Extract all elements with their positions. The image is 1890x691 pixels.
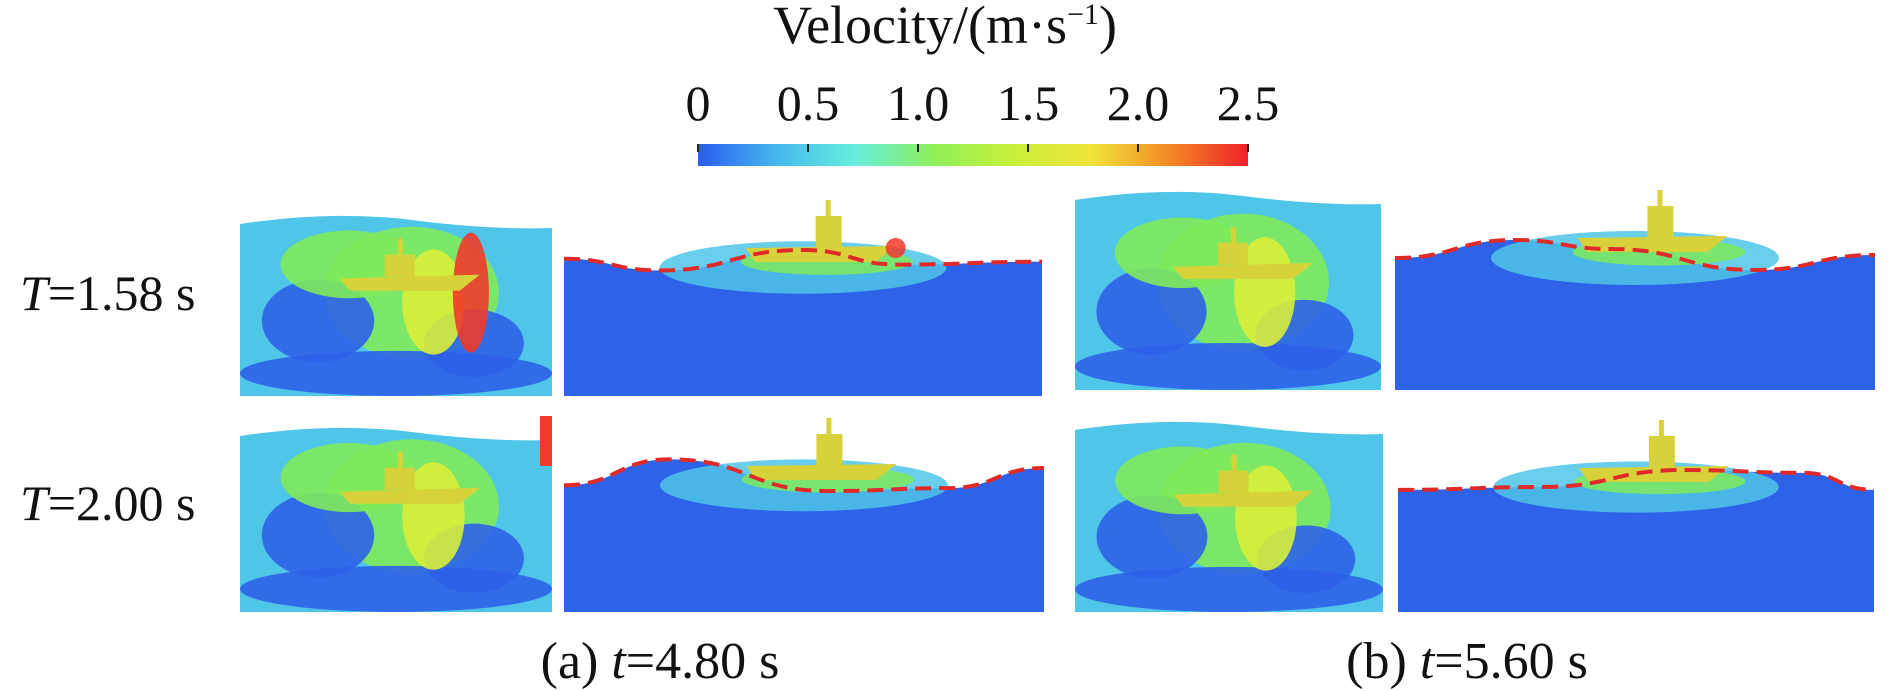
colorbar-tick-label: 0 <box>685 75 711 131</box>
ship-mast <box>826 418 832 434</box>
ship-hull <box>1172 262 1313 279</box>
colorbar <box>697 144 1249 166</box>
side-view-panel <box>564 200 1042 396</box>
top-view-panel <box>1075 191 1381 390</box>
ship-superstructure <box>1218 470 1249 493</box>
side-view-panel <box>564 418 1044 612</box>
high-velocity-region <box>540 416 552 466</box>
free-surface-line <box>564 247 1042 273</box>
caption-b: (b) t=5.60 s <box>1346 633 1588 690</box>
ship-superstructure <box>1647 206 1674 238</box>
high-velocity-region <box>885 238 906 258</box>
row-label-t158: T=1.58 s <box>20 265 196 321</box>
colorbar-tick-label: 1.0 <box>886 75 950 131</box>
colorbar-tick-label: 2.5 <box>1216 75 1280 131</box>
ship-mast <box>1657 190 1663 206</box>
ship-mast <box>1658 420 1664 436</box>
side-view-panel <box>1395 190 1875 390</box>
top-view-panel <box>240 215 552 396</box>
ship-hull <box>339 487 480 504</box>
ship-mast <box>397 451 403 468</box>
top-view-panel <box>1075 421 1383 612</box>
water-body <box>564 250 1042 396</box>
colorbar-gradient <box>698 144 1248 166</box>
velocity-region <box>1075 566 1383 612</box>
water-body <box>1398 470 1874 612</box>
ship-superstructure <box>384 254 415 277</box>
velocity-region <box>240 565 552 612</box>
ship-mast <box>1230 226 1236 243</box>
side-view-panel <box>1398 420 1874 612</box>
colorbar-title: Velocity/(m·s−1) <box>773 0 1117 55</box>
ship-superstructure <box>816 434 843 466</box>
velocity-region <box>1096 495 1208 579</box>
caption-a: (a) t=4.80 s <box>540 633 780 690</box>
ship-mast <box>397 238 403 255</box>
free-surface-line <box>1395 237 1875 273</box>
ship-hull <box>339 274 480 291</box>
ship-mast <box>1231 454 1237 471</box>
top-view-panel <box>240 416 552 612</box>
high-velocity-region <box>452 232 489 353</box>
colorbar-tick-label: 0.5 <box>776 75 840 131</box>
ship-superstructure <box>384 467 415 490</box>
colorbar-tick-label: 2.0 <box>1106 75 1170 131</box>
ship-superstructure <box>1217 242 1248 265</box>
velocity-region <box>1075 342 1381 390</box>
velocity-region <box>1096 268 1207 355</box>
free-surface-line <box>564 457 1044 494</box>
velocity-region <box>261 492 375 578</box>
ship-mast <box>825 200 831 216</box>
velocity-region <box>240 350 552 396</box>
ship-superstructure <box>1648 436 1675 468</box>
row-label-t200: T=2.00 s <box>20 475 196 531</box>
free-surface-line <box>1398 467 1874 492</box>
water-body <box>1395 240 1875 390</box>
ship-superstructure <box>815 216 842 248</box>
colorbar-tick-label: 1.5 <box>996 75 1060 131</box>
ship-hull <box>1173 490 1314 507</box>
velocity-region <box>261 279 375 363</box>
ship-hull <box>746 464 897 480</box>
